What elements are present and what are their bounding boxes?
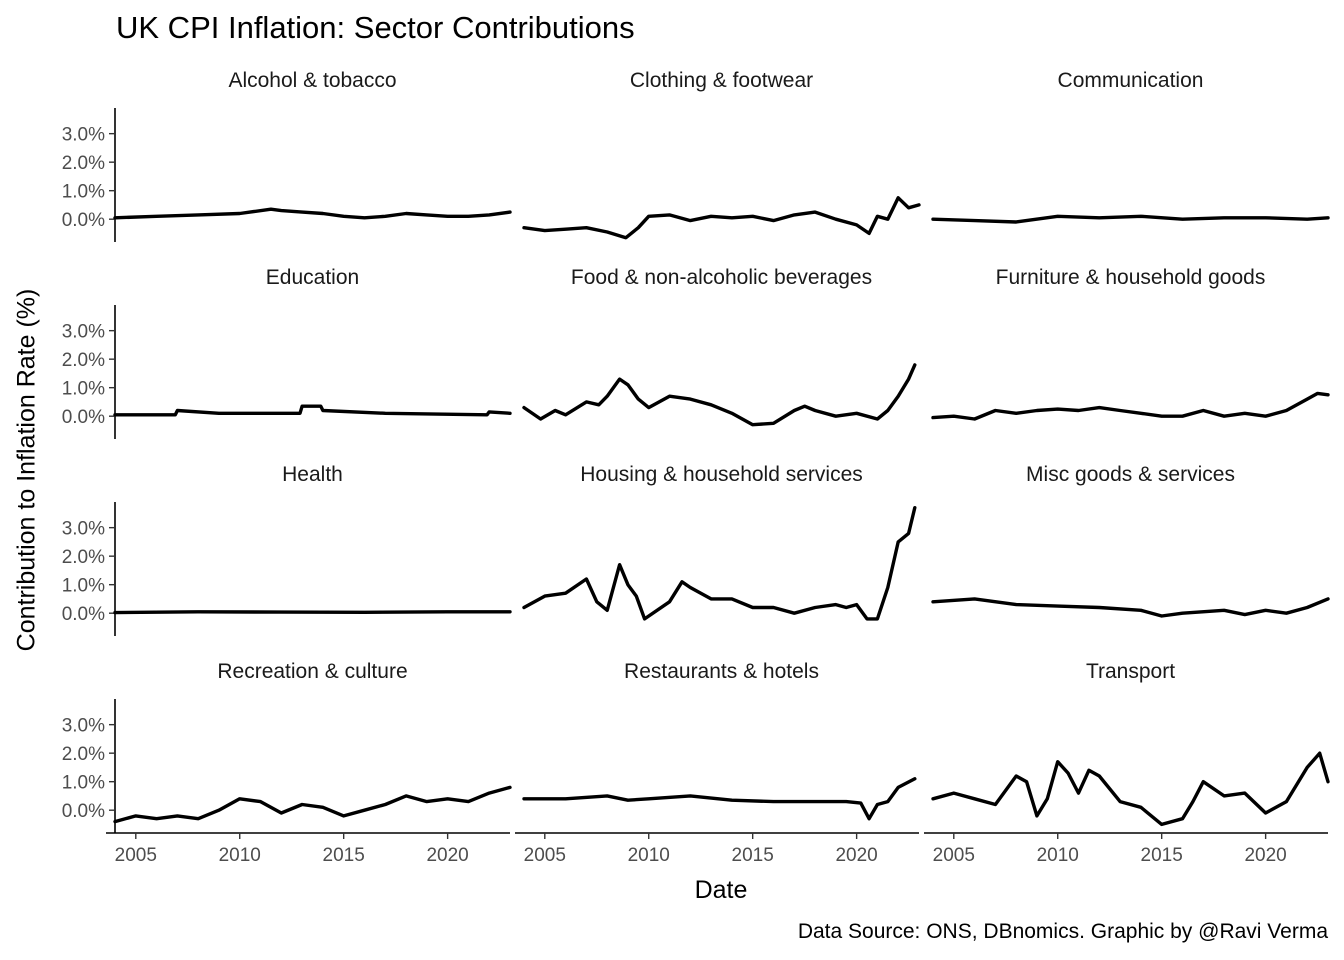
y-tick-label: 1.0% xyxy=(62,773,105,794)
y-tick-label: 2.0% xyxy=(62,744,105,765)
x-tick-label: 2015 xyxy=(732,845,774,866)
y-tick-label: 3.0% xyxy=(62,125,105,146)
series-line xyxy=(931,391,1330,421)
x-tick-label: 2020 xyxy=(1244,845,1286,866)
series-line xyxy=(113,404,512,417)
x-tick-label: 2010 xyxy=(219,845,261,866)
y-tick-label: 0.0% xyxy=(62,407,105,428)
series-line xyxy=(931,214,1330,224)
panel-strip-title: Recreation & culture xyxy=(217,660,407,683)
series-line xyxy=(931,597,1330,618)
x-tick-label: 2005 xyxy=(115,845,157,866)
y-tick-label: 0.0% xyxy=(62,801,105,822)
x-tick-label: 2010 xyxy=(1037,845,1079,866)
y-tick-label: 2.0% xyxy=(62,153,105,174)
y-tick-label: 0.0% xyxy=(62,604,105,625)
series-line xyxy=(522,363,917,427)
x-tick-label: 2020 xyxy=(426,845,468,866)
y-tick-label: 1.0% xyxy=(62,576,105,597)
y-tick-label: 1.0% xyxy=(62,379,105,400)
y-tick-label: 1.0% xyxy=(62,182,105,203)
series-line xyxy=(522,506,917,621)
panel-strip-title: Health xyxy=(282,463,343,486)
panel-strip-title: Communication xyxy=(1058,69,1204,92)
y-tick-label: 3.0% xyxy=(62,716,105,737)
panel-strip-title: Education xyxy=(266,266,359,289)
y-tick-label: 3.0% xyxy=(62,519,105,540)
series-line xyxy=(113,610,512,615)
panel-strip-title: Transport xyxy=(1086,660,1175,683)
x-tick-label: 2005 xyxy=(524,845,566,866)
panel-strip-title: Housing & household services xyxy=(580,463,863,486)
x-tick-label: 2010 xyxy=(628,845,670,866)
panel-strip-title: Restaurants & hotels xyxy=(624,660,819,683)
series-line xyxy=(931,751,1330,827)
chart-caption: Data Source: ONS, DBnomics. Graphic by @… xyxy=(797,920,1328,943)
panel-strip-title: Misc goods & services xyxy=(1026,463,1235,486)
panel-strip-title: Clothing & footwear xyxy=(630,69,813,92)
series-line xyxy=(113,207,512,220)
y-tick-label: 0.0% xyxy=(62,210,105,231)
x-tick-label: 2015 xyxy=(1141,845,1183,866)
chart-title: UK CPI Inflation: Sector Contributions xyxy=(116,10,635,45)
series-line xyxy=(522,777,917,821)
panel-strip-title: Food & non-alcoholic beverages xyxy=(571,266,872,289)
x-axis-label: Date xyxy=(694,876,748,904)
panel-strip-title: Alcohol & tobacco xyxy=(228,69,396,92)
x-tick-label: 2015 xyxy=(323,845,365,866)
x-tick-label: 2005 xyxy=(933,845,975,866)
y-tick-label: 3.0% xyxy=(62,322,105,343)
y-tick-label: 2.0% xyxy=(62,350,105,371)
series-line xyxy=(522,196,921,240)
series-line xyxy=(113,785,512,824)
y-tick-label: 2.0% xyxy=(62,547,105,568)
x-tick-label: 2020 xyxy=(835,845,877,866)
panel-strip-title: Furniture & household goods xyxy=(996,266,1266,289)
